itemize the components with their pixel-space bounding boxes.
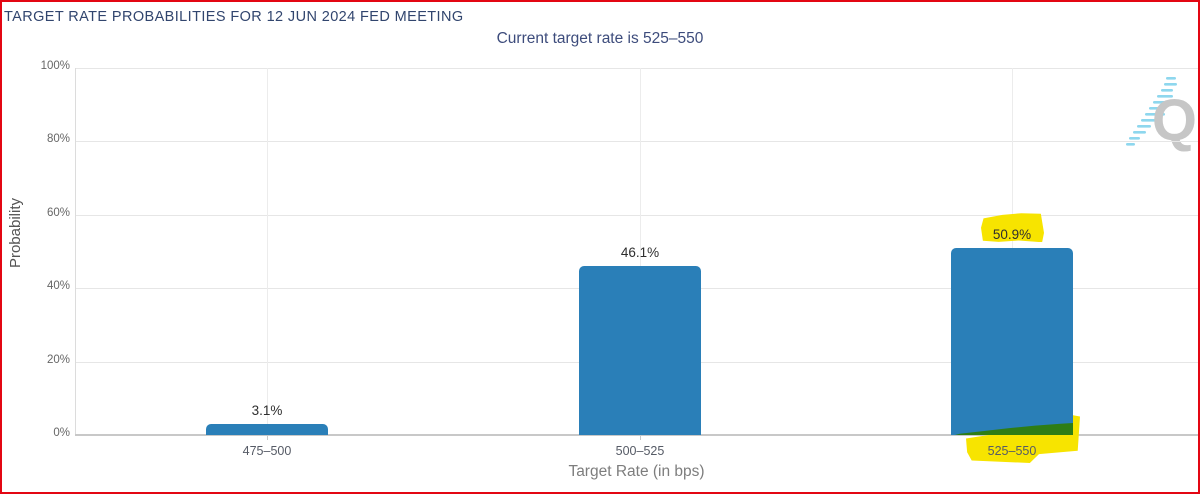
y-tick-label: 20% [46, 353, 70, 366]
chart-subtitle: Current target rate is 525–550 [496, 30, 704, 47]
v-gridline [267, 68, 268, 435]
h-gridline [75, 68, 1198, 69]
y-tick-label: 0% [53, 427, 70, 439]
bar-value-label: 50.9% [992, 227, 1032, 243]
x-tick-mark [267, 435, 268, 440]
bar-value-label: 46.1% [620, 244, 660, 260]
x-axis-line [75, 434, 1198, 436]
bar-500–525[interactable] [579, 265, 701, 435]
bar-525–550[interactable] [951, 248, 1073, 435]
h-gridline [75, 214, 1198, 216]
y-tick-label: 40% [46, 280, 70, 293]
x-axis-label: Target Rate (in bps) [568, 463, 705, 480]
bar-value-label: 3.1% [251, 402, 283, 418]
bar-475–500[interactable] [206, 423, 328, 435]
y-tick-label: 60% [46, 206, 70, 219]
q-watermark-letter: Q [1152, 88, 1197, 153]
y-axis-line [75, 68, 76, 435]
chart-title: TARGET RATE PROBABILITIES FOR 12 JUN 202… [4, 9, 464, 25]
h-gridline [75, 141, 1198, 143]
x-tick-label: 525–550 [987, 444, 1037, 458]
v-gridline [640, 68, 641, 435]
x-tick-label: 475–500 [242, 444, 292, 458]
y-tick-label: 80% [46, 133, 70, 146]
green-wedge-annotation [955, 423, 1073, 435]
x-tick-label: 500–525 [615, 444, 665, 458]
y-tick-label: 100% [40, 60, 70, 72]
x-tick-mark [640, 435, 641, 440]
highlight-marker-value [981, 213, 1044, 243]
